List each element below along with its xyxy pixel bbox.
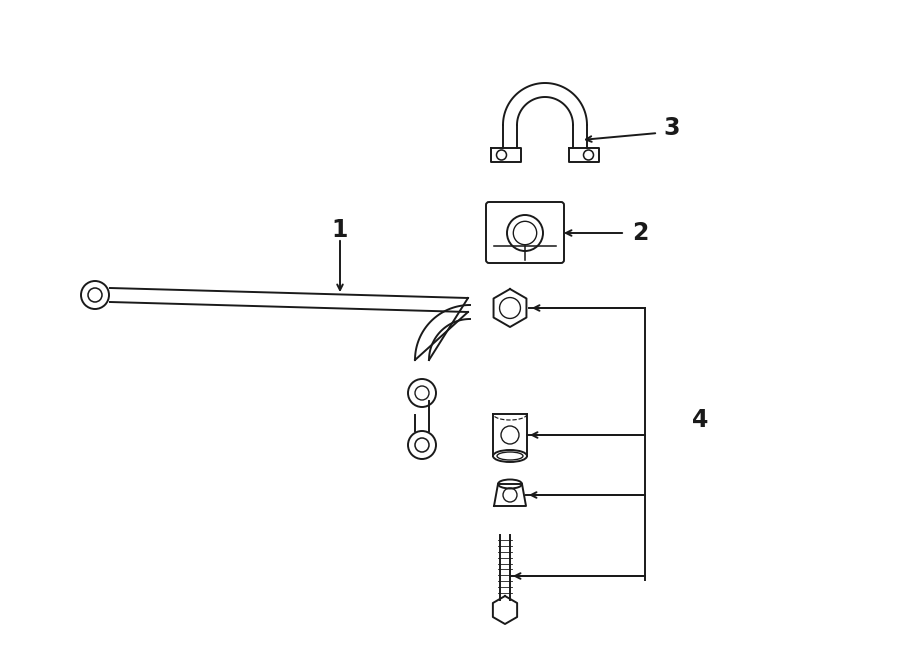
Text: 4: 4 (692, 408, 708, 432)
Text: 3: 3 (664, 116, 680, 140)
Text: 2: 2 (632, 221, 648, 245)
Text: 1: 1 (332, 218, 348, 242)
